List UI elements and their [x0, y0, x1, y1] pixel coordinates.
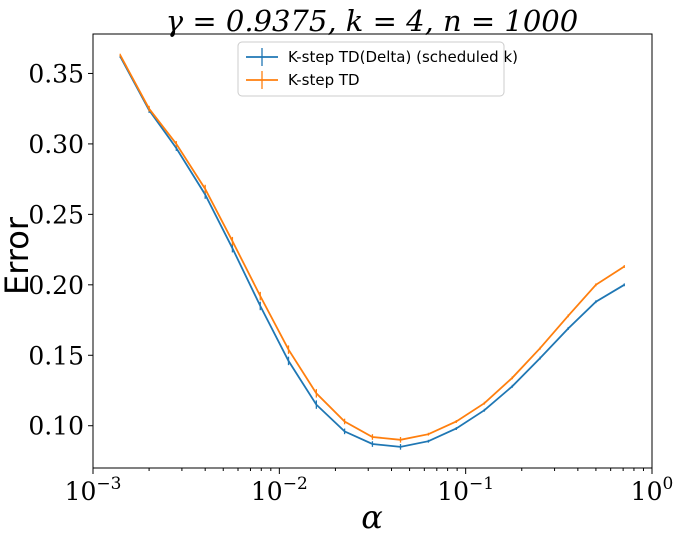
y-tick-label: 0.20: [28, 271, 84, 300]
x-tick-base: 10: [631, 477, 663, 506]
y-tick-label: 0.30: [28, 130, 84, 159]
x-tick-exponent: −3: [96, 474, 121, 494]
x-tick-label: 10−1: [437, 474, 494, 506]
y-axis-label: Error: [0, 216, 36, 295]
series-line: [119, 56, 625, 448]
y-tick-label: 0.10: [28, 412, 84, 441]
x-axis-label: α: [361, 498, 383, 536]
legend-item: K-step TD(Delta) (scheduled k): [246, 48, 518, 66]
x-tick-label: 100: [631, 474, 674, 506]
plot-frame: [92, 33, 653, 469]
chart-title: γ = 0.9375, k = 4, n = 1000: [166, 4, 578, 38]
series-line: [119, 54, 625, 441]
legend-label: K-step TD(Delta) (scheduled k): [288, 48, 518, 66]
x-tick-exponent: 0: [662, 474, 673, 494]
series-2: [119, 53, 625, 443]
legend-box: [237, 41, 505, 97]
x-tick-base: 10: [437, 477, 469, 506]
y-tick-label: 0.35: [28, 59, 84, 88]
x-tick-exponent: −1: [469, 474, 494, 494]
y-tick-label: 0.15: [28, 341, 84, 370]
plot-area: [119, 53, 625, 450]
series-1: [119, 55, 625, 450]
x-tick-base: 10: [251, 477, 283, 506]
x-tick-label: 10−2: [251, 474, 308, 506]
legend: K-step TD(Delta) (scheduled k) K-step TD: [237, 41, 518, 97]
x-tick-label: 10−3: [65, 474, 122, 506]
x-tick-base: 10: [65, 477, 97, 506]
legend-label: K-step TD: [288, 71, 360, 89]
y-tick-label: 0.25: [28, 200, 84, 229]
x-tick-exponent: −2: [283, 474, 308, 494]
legend-item: K-step TD: [246, 71, 360, 89]
